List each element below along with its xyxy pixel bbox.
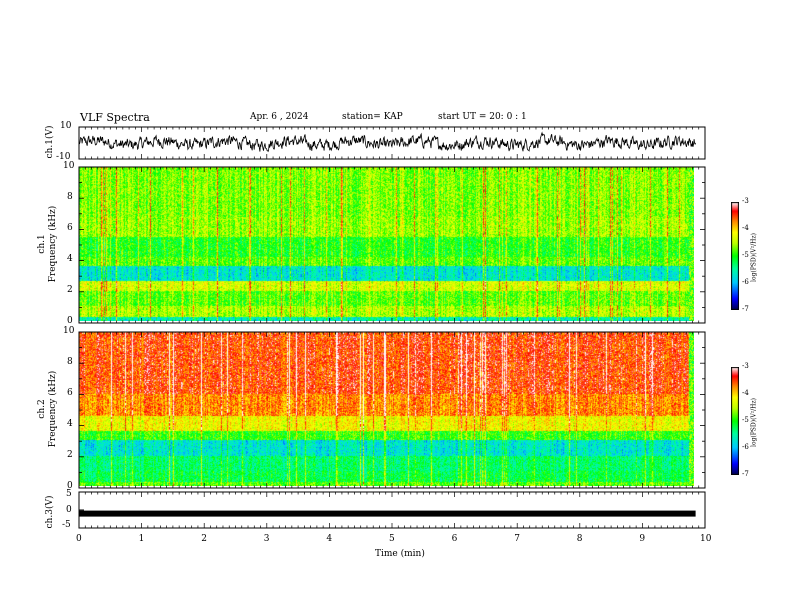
x-tick-label: 2 [201,534,207,544]
ch1-wave-tick-bottom: -10 [56,152,71,162]
x-tick-label: 1 [138,534,145,544]
cbar1-tick-m4: -4 [742,224,749,232]
ch2-colorbar [731,367,739,475]
x-tick-label: 6 [451,534,458,544]
x-tick-label: 8 [576,534,583,544]
station-label: station= KAP [342,112,403,122]
cbar2-label: log(PSD)(V²/Hz) [750,398,758,447]
x-tick-label: 7 [514,534,520,544]
ch1-wave-line [78,131,696,153]
ch2-spec-tick-8: 8 [67,357,73,367]
ch1-spec-ylabel-ch: ch.1 [37,234,47,254]
ch2-spectrogram [79,332,694,486]
ch1-colorbar [731,202,739,310]
ch1-spec-tick-4: 4 [67,254,73,264]
chart-title: VLF Spectra [80,111,150,124]
ch3-waveform-panel [78,491,706,529]
ch1-spectrogram [79,167,694,321]
cbar1-tick-m6: -6 [742,278,749,286]
x-tick-label: 9 [639,534,646,544]
cbar1-label: log(PSD)(V²/Hz) [750,233,758,282]
ch1-wave-ylabel: ch.1(V) [45,125,55,159]
ch2-spec-tick-0: 0 [67,481,73,491]
ch3-wave-ylabel: ch.3(V) [45,495,55,529]
ch2-spec-tick-6: 6 [67,388,73,398]
date-label: Apr. 6 , 2024 [250,112,309,122]
ch2-spec-ylabel-ch: ch.2 [37,399,47,419]
ch1-spec-ylabel-freq: Frequency (kHz) [48,205,58,283]
start-time-label: start UT = 20: 0 : 1 [438,112,527,122]
x-tick-label: 4 [326,534,333,544]
ch2-spec-tick-4: 4 [67,419,73,429]
cbar2-tick-m7: -7 [742,470,749,478]
ch3-wave-tick-m5: -5 [62,520,71,530]
ch1-waveform-panel [78,126,706,160]
cbar2-tick-m5: -5 [742,416,749,424]
ch3-wave-tick-5: 5 [66,489,72,499]
x-tick-label: 3 [263,534,270,544]
ch2-spec-border [78,331,706,489]
cbar1-tick-m7: -7 [742,305,749,313]
cbar2-tick-m6: -6 [742,443,749,451]
ch2-spec-tick-2: 2 [67,450,73,460]
cbar2-tick-m3: -3 [742,362,749,370]
ch2-spec-ylabel-freq: Frequency (kHz) [48,370,58,448]
ch3-wave-border [78,491,706,529]
x-tick-label: 0 [76,534,82,544]
ch1-spec-tick-6: 6 [67,223,73,233]
ch1-spec-tick-10: 10 [63,161,75,171]
ch1-spec-tick-2: 2 [67,285,73,295]
cbar2-tick-m4: -4 [742,389,749,397]
ch1-spectrogram-frame [78,166,706,324]
x-axis-label: Time (min) [375,549,425,559]
ch2-spec-tick-10: 10 [63,326,75,336]
ch1-spec-tick-0: 0 [67,316,73,326]
cbar1-tick-m3: -3 [742,197,749,205]
ch2-spectrogram-frame [78,331,706,489]
ch3-wave-line [79,510,696,517]
cbar1-tick-m5: -5 [742,251,749,259]
x-tick-label: 5 [389,534,395,544]
ch3-wave-tick-0: 0 [66,505,72,515]
x-tick-label: 10 [700,534,712,544]
ch1-spec-border [78,166,706,324]
ch1-spec-tick-8: 8 [67,192,73,202]
ch1-wave-tick-top: 10 [60,121,72,131]
